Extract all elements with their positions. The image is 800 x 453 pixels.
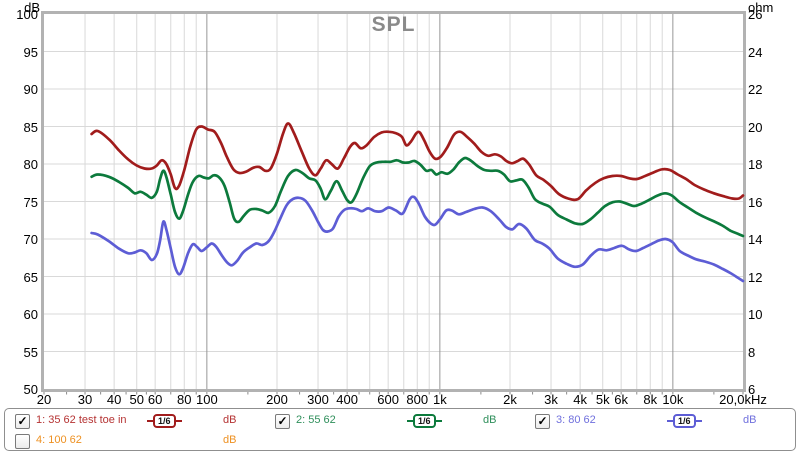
y-left-tick-70: 70 <box>23 232 38 247</box>
y-left-tick-90: 90 <box>23 82 38 97</box>
y-left-tick-100: 100 <box>16 7 38 22</box>
measurement-3-smoothing-badge[interactable]: 1/6 <box>667 414 702 428</box>
x-tick-50: 50 <box>129 392 144 407</box>
legend-entry-2: ✓ 2: 55 62 1/6 dB <box>271 413 529 431</box>
curve-line-segment <box>667 420 673 422</box>
measurement-3-checkbox[interactable]: ✓ <box>535 414 550 429</box>
y-left-tick-95: 95 <box>23 44 38 60</box>
spl-curve-3 <box>90 195 745 283</box>
y-right-tick-22: 22 <box>748 82 763 97</box>
y-right-tick-26: 26 <box>748 7 763 22</box>
legend-bar: ✓ 1: 35 62 test toe in 1/6 dB ✓ 2: 55 62 1/6 dB… <box>4 408 796 451</box>
measurement-2-label[interactable]: 2: 55 62 <box>296 414 336 426</box>
y-left-tick-75: 75 <box>23 194 38 210</box>
x-tick-1k: 1k <box>432 392 447 407</box>
y-left-tick-55: 55 <box>23 344 38 360</box>
x-tick-30: 30 <box>77 392 93 407</box>
x-tick-400: 400 <box>336 392 358 407</box>
y-right-tick-20: 20 <box>748 119 763 135</box>
y-right-tick-14: 14 <box>748 232 763 247</box>
smoothing-value: 1/6 <box>673 414 696 428</box>
y-right-tick-24: 24 <box>748 44 763 60</box>
measurement-4-checkbox[interactable] <box>15 434 30 449</box>
measurement-1-label[interactable]: 1: 35 62 test toe in <box>36 414 127 426</box>
x-tick-10k: 10k <box>662 392 684 407</box>
legend-entry-3: ✓ 3: 80 62 1/6 dB <box>531 413 789 431</box>
x-tick-20: 20 <box>36 392 52 407</box>
x-tick-8k: 8k <box>643 392 658 407</box>
x-tick-80: 80 <box>177 392 192 407</box>
curve-line-segment <box>435 420 442 422</box>
measurement-3-label[interactable]: 3: 80 62 <box>556 414 596 426</box>
measurement-1-unit: dB <box>223 414 237 426</box>
y-left-tick-60: 60 <box>23 307 38 322</box>
x-tick-200: 200 <box>266 392 288 407</box>
x-tick-300: 300 <box>307 392 329 407</box>
y-left-tick-85: 85 <box>23 119 38 135</box>
y-right-tick-8: 8 <box>748 344 756 360</box>
curve-line-segment <box>407 420 413 422</box>
measurement-1-smoothing-badge[interactable]: 1/6 <box>147 414 182 428</box>
y-right-tick-6: 6 <box>748 382 756 397</box>
y-right-tick-18: 18 <box>748 157 763 172</box>
y-right-tick-12: 12 <box>748 269 763 285</box>
y-left-tick-80: 80 <box>23 157 38 172</box>
measurement-4-unit: dB <box>223 434 237 446</box>
curve-line-segment <box>695 420 702 422</box>
x-tick-3k: 3k <box>544 392 558 407</box>
x-tick-600: 600 <box>377 392 400 407</box>
x-tick-6k: 6k <box>614 392 629 407</box>
measurement-1-checkbox[interactable]: ✓ <box>15 414 30 429</box>
curve-line-segment <box>175 420 182 422</box>
spl-chart: SPL dB ohm 100 95 90 85 80 75 70 65 60 55 50 26 24 2… <box>0 0 800 407</box>
x-tick-800: 800 <box>406 392 429 407</box>
curve-line-segment <box>147 420 153 422</box>
spl-curve-1 <box>90 122 745 202</box>
y-left-tick-50: 50 <box>23 382 38 397</box>
smoothing-value: 1/6 <box>413 414 436 428</box>
measurement-2-unit: dB <box>483 414 497 426</box>
x-tick-4k: 4k <box>573 392 587 407</box>
smoothing-value: 1/6 <box>153 414 176 428</box>
right-axis-unit: ohm <box>748 0 774 15</box>
x-tick-5k: 5k <box>595 392 610 407</box>
spl-curve-2 <box>90 156 745 238</box>
x-tick-20,0kHz: 20,0kHz <box>719 392 767 407</box>
spl-plot-area[interactable] <box>0 0 800 396</box>
x-tick-60: 60 <box>147 392 163 407</box>
y-right-tick-16: 16 <box>748 194 763 210</box>
plot-frame <box>41 11 746 392</box>
measurement-2-smoothing-badge[interactable]: 1/6 <box>407 414 442 428</box>
legend-entry-1: ✓ 1: 35 62 test toe in 1/6 dB <box>11 413 269 431</box>
x-tick-100: 100 <box>196 392 218 407</box>
measurement-2-checkbox[interactable]: ✓ <box>275 414 290 429</box>
y-right-tick-10: 10 <box>748 307 763 322</box>
left-axis-unit: dB <box>24 0 40 15</box>
legend-entry-4: 4: 100 62 dB <box>11 433 269 451</box>
measurement-4-label[interactable]: 4: 100 62 <box>36 434 82 446</box>
y-left-tick-65: 65 <box>23 269 38 285</box>
x-tick-40: 40 <box>106 392 122 407</box>
measurement-3-unit: dB <box>743 414 757 426</box>
x-tick-2k: 2k <box>503 392 517 407</box>
